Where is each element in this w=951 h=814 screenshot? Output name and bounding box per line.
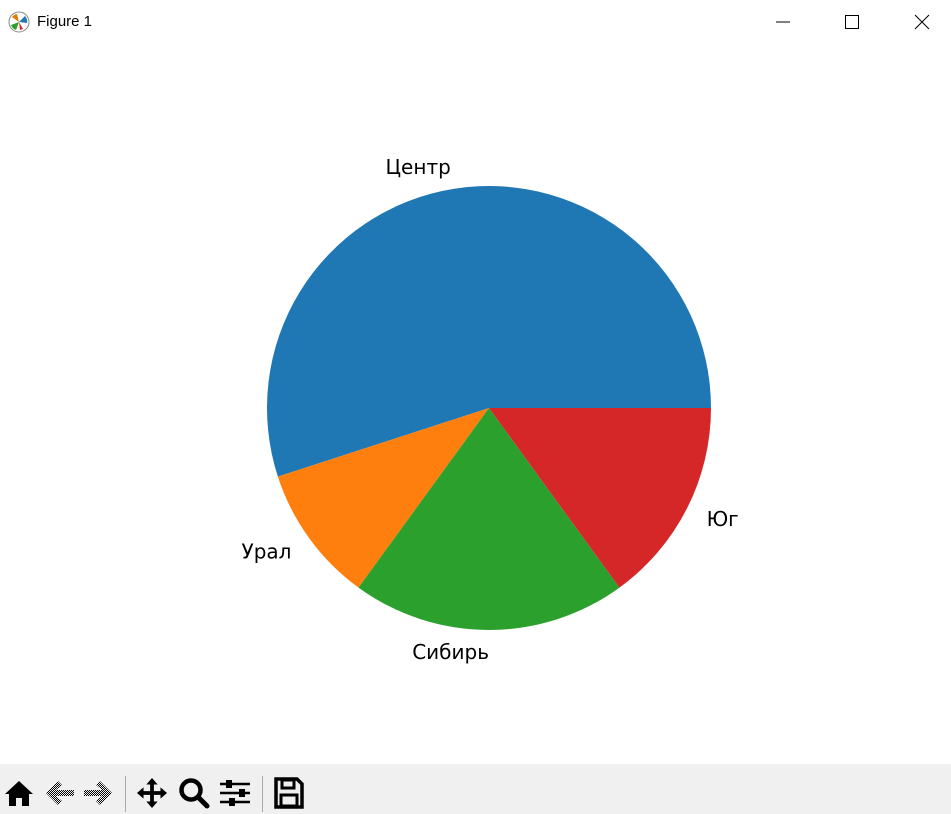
pie-label: Сибирь — [412, 640, 489, 664]
back-button[interactable] — [44, 776, 76, 810]
maximize-icon — [845, 15, 859, 29]
home-button[interactable] — [3, 776, 35, 810]
back-icon — [46, 781, 74, 805]
configure-subplots-button[interactable] — [219, 776, 251, 810]
window-title: Figure 1 — [37, 13, 93, 30]
pie-slice-2 — [358, 408, 620, 630]
zoom-button[interactable] — [178, 776, 210, 810]
pie-label: Центр — [386, 155, 451, 179]
home-icon — [5, 781, 33, 806]
forward-icon — [84, 781, 112, 805]
pan-button[interactable] — [136, 776, 168, 810]
toolbar-separator — [262, 776, 263, 812]
close-icon — [914, 14, 930, 30]
configure-subplots-icon — [220, 780, 250, 806]
navigation-toolbar — [0, 764, 951, 814]
minimize-button[interactable] — [760, 0, 806, 44]
forward-button[interactable] — [82, 776, 114, 810]
pie-label: Юг — [707, 507, 739, 531]
pie-chart: Центр Урал Сибирь Юг — [242, 155, 739, 664]
zoom-icon — [179, 778, 210, 809]
matplotlib-logo-icon — [8, 11, 30, 33]
toolbar-separator — [125, 776, 126, 812]
title-bar: Figure 1 — [0, 0, 951, 44]
close-button[interactable] — [899, 0, 945, 44]
pie-label: Урал — [242, 540, 292, 564]
save-icon — [274, 777, 304, 809]
pie-slice-1 — [277, 408, 489, 588]
minimize-icon — [776, 21, 790, 23]
save-button[interactable] — [273, 776, 305, 810]
pan-icon — [136, 777, 168, 809]
pie-slice-0 — [267, 186, 711, 477]
maximize-button[interactable] — [829, 0, 875, 44]
pie-slice-3 — [489, 408, 711, 588]
